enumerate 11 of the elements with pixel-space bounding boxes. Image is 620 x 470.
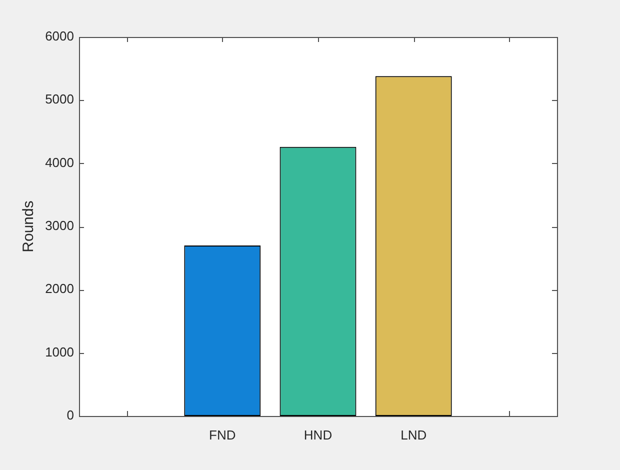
- y-tick-label: 6000: [45, 28, 74, 44]
- y-axis-title: Rounds: [20, 200, 38, 252]
- y-tick-label: 2000: [45, 281, 74, 296]
- x-tick-label: HND: [304, 427, 332, 442]
- y-tick-label: 4000: [45, 154, 74, 170]
- y-tick-label: 0: [66, 408, 74, 423]
- x-tick-label: FND: [209, 427, 236, 442]
- y-tick-label: 3000: [45, 218, 74, 234]
- y-tick-label: 5000: [45, 92, 74, 107]
- y-tick-label: 1000: [45, 344, 74, 360]
- x-tick-label: LND: [400, 427, 427, 442]
